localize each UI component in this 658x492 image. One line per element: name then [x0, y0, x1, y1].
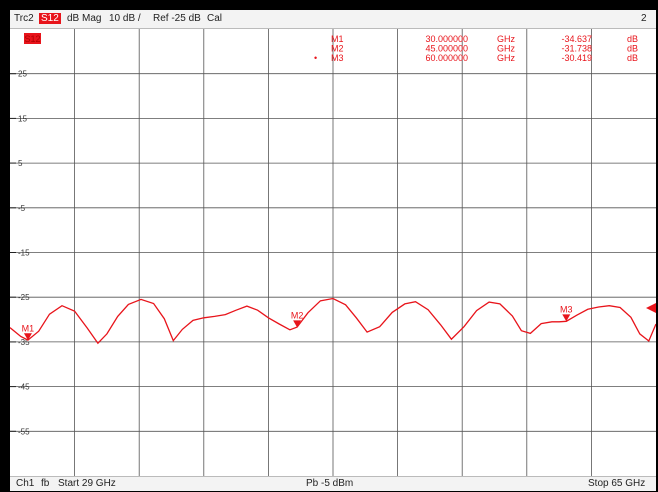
trace-format[interactable]: dB Mag — [67, 13, 102, 24]
reference-level[interactable]: Ref -25 dB — [153, 13, 201, 24]
y-tick-label: 15 — [18, 114, 27, 123]
readout-frequency-unit: GHz — [497, 44, 516, 54]
trace-group — [10, 297, 656, 345]
trace-tag-label: S12 — [24, 34, 40, 44]
trace-header-bar: Trc2 S12 dB Mag 10 dB / Ref -25 dB Cal 2 — [10, 10, 656, 29]
analyzer-screen: Trc2 S12 dB Mag 10 dB / Ref -25 dB Cal 2… — [10, 10, 656, 491]
trace-parameter[interactable]: S12 — [39, 13, 61, 24]
y-tick-label: 5 — [18, 159, 23, 168]
grid — [10, 29, 656, 476]
y-tick-label: -25 — [18, 293, 30, 302]
reference-level-arrow-icon[interactable] — [646, 303, 656, 313]
readout-value: -30.419 — [561, 53, 592, 63]
readout-value: -34.637 — [561, 34, 592, 44]
fb-label: fb — [41, 478, 50, 489]
readout-marker-name: M2 — [331, 44, 344, 54]
active-marker-bullet: • — [314, 53, 317, 63]
marker-group: M1 M2 M3 — [22, 304, 573, 341]
readout-frequency-unit: GHz — [497, 53, 516, 63]
readout-frequency: 45.000000 — [425, 44, 468, 54]
marker-triangle-icon[interactable] — [562, 314, 571, 322]
trace-name[interactable]: Trc2 — [14, 13, 34, 24]
readout-frequency-unit: GHz — [497, 34, 516, 44]
marker-triangle-icon[interactable] — [23, 333, 32, 341]
calibration-status[interactable]: Cal — [207, 13, 223, 24]
y-tick-label: -5 — [18, 204, 26, 213]
marker-triangle-icon[interactable] — [293, 320, 302, 328]
channel-number: 2 — [641, 13, 647, 24]
trace-tag-box[interactable] — [24, 33, 41, 44]
readout-frequency: 30.000000 — [425, 34, 468, 44]
channel-status-bar: Ch1 fb Start 29 GHz Pb -5 dBm Stop 65 GH… — [10, 476, 656, 491]
marker-label: M2 — [291, 310, 304, 320]
readout-marker-name: M1 — [331, 34, 344, 44]
y-tick-label: -15 — [18, 249, 30, 258]
trace-line-s12[interactable] — [10, 297, 656, 345]
readout-value-unit: dB — [627, 34, 638, 44]
trace-scale[interactable]: 10 dB / — [109, 13, 141, 24]
readout-frequency: 60.000000 — [425, 53, 468, 63]
y-tick-label: 25 — [18, 70, 27, 79]
y-tick-label: -55 — [18, 427, 30, 436]
y-tick-label: -35 — [18, 338, 30, 347]
source-power[interactable]: Pb -5 dBm — [306, 478, 354, 489]
marker-readout: M1 30.000000 GHz -34.637 dB M2 45.000000 GHz -31… — [314, 34, 638, 63]
readout-value-unit: dB — [627, 44, 638, 54]
readout-value-unit: dB — [627, 53, 638, 63]
readout-value: -31.738 — [561, 44, 592, 54]
y-tick-label: -45 — [18, 383, 30, 392]
channel-label[interactable]: Ch1 — [16, 478, 35, 489]
start-frequency[interactable]: Start 29 GHz — [58, 478, 116, 489]
marker-label: M3 — [560, 304, 573, 314]
marker-label: M1 — [22, 323, 35, 333]
readout-marker-name: M3 — [331, 53, 344, 63]
stop-frequency[interactable]: Stop 65 GHz — [588, 478, 646, 489]
y-tick-labels: 25 15 5 -5 -15 -25 -35 -45 -55 — [10, 70, 30, 436]
